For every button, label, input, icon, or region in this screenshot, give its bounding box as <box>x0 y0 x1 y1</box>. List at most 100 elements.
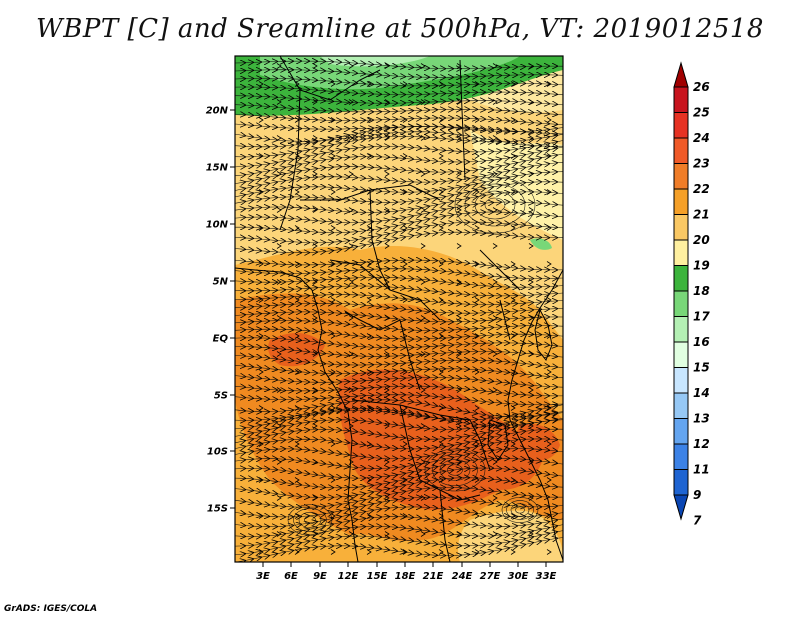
streamline-arrow <box>456 207 462 213</box>
streamline-arrow <box>438 549 444 555</box>
streamline-arrow <box>528 387 534 393</box>
streamline-arrow <box>492 531 498 537</box>
streamline-arrow <box>510 225 516 231</box>
colorbar-label: 17 <box>693 310 710 324</box>
streamline-arrow <box>312 135 318 141</box>
streamline-arrow <box>258 81 264 87</box>
streamline-arrow <box>438 369 444 375</box>
lat-tick-label: 5S <box>214 391 228 402</box>
streamline-arrow <box>348 243 354 249</box>
streamline-arrow <box>420 243 426 249</box>
longitude-axis: 3E 6E 9E 12E 15E 18E 21E 24E 27E 30E 33E <box>256 562 557 582</box>
streamline-arrow <box>474 405 480 411</box>
streamline-arrow <box>420 423 426 429</box>
streamline-arrow <box>384 171 390 177</box>
colorbar-swatch <box>673 163 689 190</box>
streamline-arrow <box>420 351 426 357</box>
streamline-arrow <box>258 261 264 267</box>
lon-tick-label: 3E <box>256 571 270 582</box>
west-africa-coastline <box>235 267 359 562</box>
streamline-arrow <box>510 153 516 159</box>
streamline-arrow <box>294 549 300 555</box>
streamline-arrow <box>366 153 372 159</box>
streamline-swirl <box>484 197 506 213</box>
streamline-arrow <box>276 243 282 249</box>
streamline-arrow <box>402 189 408 195</box>
streamline-arrow <box>312 459 318 465</box>
streamline-arrow <box>420 135 426 141</box>
lat-tick-label: 10S <box>207 447 228 458</box>
lat-tick-label: EQ <box>213 334 229 345</box>
streamline-arrow <box>294 369 300 375</box>
streamline-arrow <box>276 459 282 465</box>
footer-credit: GrADS: IGES/COLA <box>4 604 98 614</box>
streamline-arrow <box>420 99 426 105</box>
streamline-arrow <box>402 477 408 483</box>
streamline-arrow <box>528 207 534 213</box>
streamline-arrow <box>276 531 282 537</box>
streamline-arrow <box>348 387 354 393</box>
streamline-arrow <box>312 423 318 429</box>
streamline-arrow <box>474 441 480 447</box>
chart-title: WBPT [C] and Sreamline at 500hPa, VT: 20… <box>36 14 764 44</box>
streamline-arrow <box>402 513 408 519</box>
streamline-arrow <box>546 441 552 447</box>
streamline-arrow <box>492 243 498 249</box>
streamline-arrow <box>510 261 516 267</box>
streamline-arrow <box>384 135 390 141</box>
streamline <box>235 376 563 388</box>
streamline-arrow <box>528 63 534 69</box>
streamline-arrow <box>492 495 498 501</box>
streamline-arrow <box>276 495 282 501</box>
streamline-arrow <box>474 477 480 483</box>
streamline-arrow <box>330 405 336 411</box>
colorbar-swatch <box>673 239 689 266</box>
streamline-arrow <box>312 171 318 177</box>
streamline-swirl <box>304 515 316 525</box>
streamline-arrow <box>528 135 534 141</box>
streamline-arrow <box>330 369 336 375</box>
streamline-arrow <box>546 225 552 231</box>
streamline-arrow <box>348 63 354 69</box>
streamline-arrow <box>420 171 426 177</box>
border-south-1 <box>351 399 471 421</box>
streamline-arrow <box>492 171 498 177</box>
streamline-arrow <box>258 297 264 303</box>
streamline-arrow <box>510 81 516 87</box>
latitude-axis: 20N 15N 10N 5N EQ 5S 10S 15S <box>206 106 235 515</box>
streamline-arrow <box>330 189 336 195</box>
streamline-arrow <box>276 171 282 177</box>
streamline-arrow <box>402 225 408 231</box>
streamline-swirl <box>287 504 333 536</box>
colorbar-label: 7 <box>693 514 702 528</box>
streamline-arrow <box>438 405 444 411</box>
streamline-arrow <box>510 513 516 519</box>
lat-tick-label: 5N <box>213 277 229 288</box>
colorbar-swatch <box>673 290 689 317</box>
border-central-3 <box>329 259 441 321</box>
streamline-arrow <box>456 63 462 69</box>
streamline-arrow <box>294 477 300 483</box>
streamline-arrow <box>420 63 426 69</box>
streamline-arrow <box>510 369 516 375</box>
colorbar-swatch <box>673 392 689 419</box>
border-south-3 <box>439 489 481 501</box>
lake-outline <box>487 419 509 461</box>
streamline-arrow <box>402 117 408 123</box>
streamline-arrow <box>420 387 426 393</box>
colorbar-label: 9 <box>693 488 701 502</box>
streamline-arrow <box>276 279 282 285</box>
streamline-arrow <box>330 333 336 339</box>
streamline-arrow <box>474 297 480 303</box>
streamline-arrow <box>420 207 426 213</box>
streamline-arrow <box>438 81 444 87</box>
streamline-arrow <box>330 225 336 231</box>
streamline-arrow <box>384 315 390 321</box>
streamline-arrow <box>366 333 372 339</box>
streamline-arrow <box>312 351 318 357</box>
colorbar-swatch <box>673 137 689 164</box>
streamline-arrow <box>492 279 498 285</box>
colorbar-label: 13 <box>693 412 710 426</box>
lon-tick-label: 24E <box>452 571 473 582</box>
